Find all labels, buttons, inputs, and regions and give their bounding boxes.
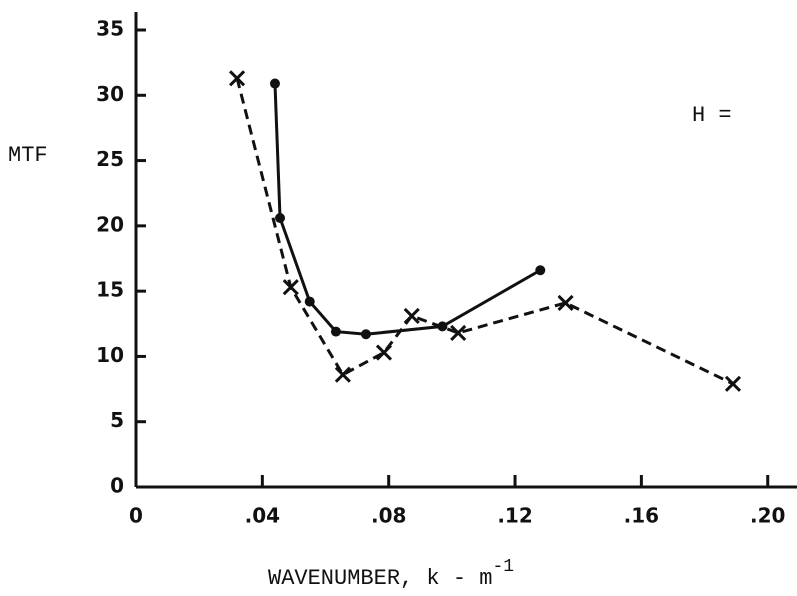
point [557, 294, 574, 311]
point [450, 324, 467, 341]
y-tick-label: 30 [96, 82, 124, 106]
y-tick-label: 0 [110, 474, 124, 498]
point [330, 326, 341, 337]
point [229, 70, 246, 87]
y-tick-label: 20 [96, 212, 124, 236]
point [282, 279, 299, 296]
y-tick-label: 25 [96, 147, 124, 171]
y-tick-label: 35 [96, 17, 124, 41]
y-axis-label: MTF [8, 143, 48, 168]
x-tick-label: .08 [371, 504, 406, 528]
x-tick-label: .04 [245, 504, 280, 528]
annotation: H = [692, 103, 732, 128]
point [275, 213, 286, 224]
x-tick-label: .12 [497, 504, 532, 528]
series-line [273, 83, 542, 336]
point [437, 321, 448, 332]
series-line [235, 77, 734, 386]
y-tick-label: 10 [96, 343, 124, 367]
point [375, 344, 393, 361]
x-axis-label: WAVENUMBER, k - m-1 [268, 557, 514, 591]
y-tick-label: 5 [110, 408, 124, 432]
point [269, 78, 280, 89]
point [403, 307, 420, 325]
x-tick-label: 0 [129, 504, 143, 528]
point [724, 375, 742, 392]
point [304, 296, 315, 307]
point [360, 329, 371, 340]
x-axis-label-superscript: -1 [492, 557, 514, 577]
x-tick-label: .20 [750, 504, 785, 528]
x-tick-label: .16 [624, 504, 659, 528]
x-axis-label-main: WAVENUMBER, k - m [268, 566, 492, 591]
y-tick-label: 15 [96, 278, 124, 302]
point [334, 366, 351, 383]
point [535, 265, 546, 276]
